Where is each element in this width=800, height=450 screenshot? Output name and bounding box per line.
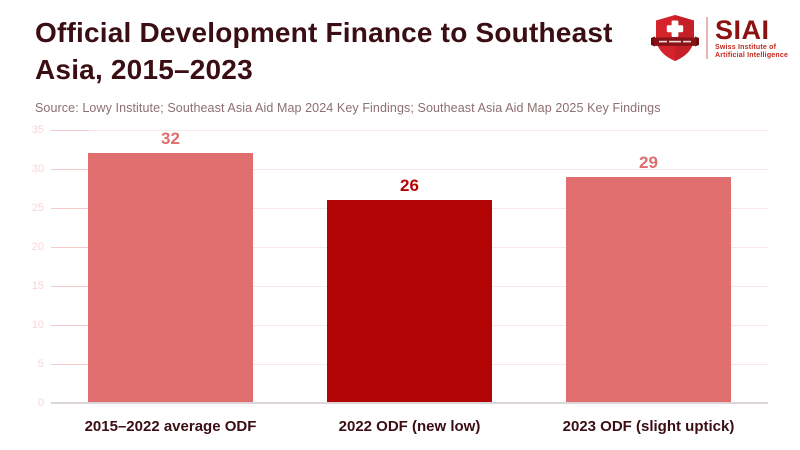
logo-acronym: SIAI: [715, 14, 770, 45]
logo-divider: [706, 17, 708, 59]
y-tick-label-10: 10: [31, 319, 44, 331]
bar-1: [88, 153, 253, 403]
gridline-30: [51, 169, 768, 170]
bar-3: [566, 176, 731, 403]
y-tick-mark-10: [51, 325, 89, 326]
y-tick-mark-25: [51, 208, 89, 209]
y-tick-label-0: 0: [37, 397, 44, 409]
siai-logo: SIAI Swiss Institute of Artificial Intel…: [649, 13, 788, 63]
page-title: Official Development Finance to Southeas…: [35, 14, 675, 88]
bar-value-label-3: 29: [639, 152, 658, 172]
y-tick-mark-5: [51, 364, 89, 365]
logo-subtitle-line1: Swiss Institute of: [715, 43, 777, 51]
x-axis-line: [51, 402, 768, 404]
page-title-line1: Official Development Finance to Southeas…: [35, 17, 613, 48]
y-tick-mark-35: [51, 130, 89, 131]
y-tick-label-35: 35: [31, 124, 44, 136]
gridline-35: [51, 130, 768, 131]
logo-subtitle-line2: Artificial Intelligence: [715, 51, 789, 59]
y-tick-label-25: 25: [31, 202, 44, 214]
x-category-label-3: 2023 ODF (slight uptick): [562, 418, 735, 435]
logo-text: SIAI Swiss Institute of Artificial Intel…: [715, 14, 789, 60]
source-caption: Source: Lowy Institute; Southeast Asia A…: [35, 101, 661, 115]
swiss-shield-icon: [651, 15, 699, 61]
x-category-label-2: 2022 ODF (new low): [338, 418, 481, 435]
y-tick-mark-20: [51, 247, 89, 248]
y-tick-label-5: 5: [37, 358, 44, 370]
bar-2: [327, 200, 492, 403]
y-tick-label-20: 20: [31, 241, 44, 253]
page-title-line2: Asia, 2015–2023: [35, 54, 253, 85]
bar-value-label-2: 26: [400, 176, 419, 196]
y-tick-mark-30: [51, 169, 89, 170]
bar-value-label-1: 32: [161, 129, 180, 149]
y-tick-label-30: 30: [31, 163, 44, 175]
y-tick-label-15: 15: [31, 280, 44, 292]
x-category-label-1: 2015–2022 average ODF: [84, 418, 257, 435]
y-tick-mark-15: [51, 286, 89, 287]
